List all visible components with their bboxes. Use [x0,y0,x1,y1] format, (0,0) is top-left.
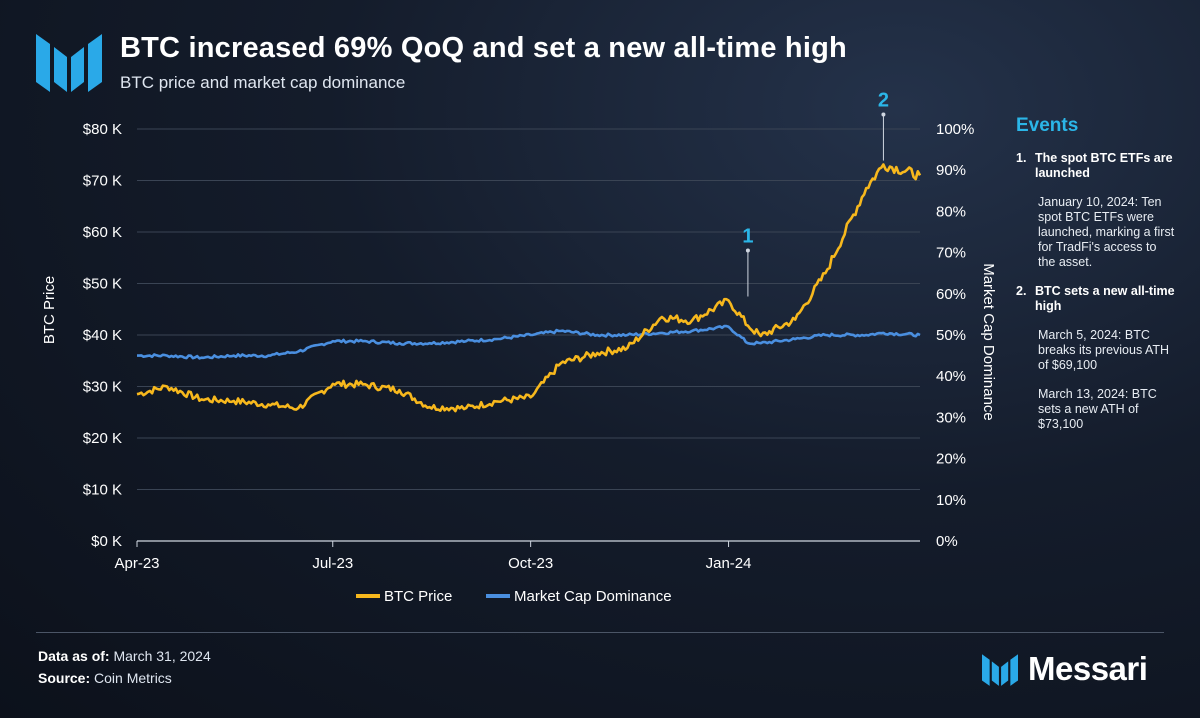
legend-price-label: BTC Price [384,588,452,605]
source-label: Source: [38,670,91,686]
right-axis-ticks: 0% 10% 20% 30% 40% 50% 60% 70% 80% 90% 100% [936,121,974,550]
event-description: March 13, 2024: BTC sets a new ATH of $7… [1038,387,1157,431]
price-series-line [136,163,922,413]
right-tick-label: 50% [936,327,966,344]
annotations: 12 [742,90,889,297]
annotation-dot [745,248,750,253]
footer-divider [36,632,1164,633]
left-axis-label: BTC Price [41,276,58,344]
right-tick-label: 60% [936,286,966,303]
annotation-marker: 1 [742,225,753,247]
right-tick-label: 70% [936,245,966,262]
event-item-1-title: 1. The spot BTC ETFs are launched [1016,151,1176,181]
event-number: 1. [1016,151,1027,165]
left-tick-label: $50 K [83,276,122,293]
page-subtitle: BTC price and market cap dominance [120,73,406,92]
event-title: BTC sets a new all-time high [1035,284,1175,313]
x-tick-label: Apr-23 [114,555,159,572]
right-tick-label: 30% [936,409,966,426]
right-tick-label: 90% [936,162,966,179]
grid-lines [137,128,920,542]
x-axis-ticks: Apr-23 Jul-23 Oct-23 Jan-24 [114,541,751,572]
x-tick-label: Jul-23 [312,555,353,572]
data-as-of: Data as of: March 31, 2024 [38,648,211,664]
source-value: Coin Metrics [94,670,172,686]
right-tick-label: 100% [936,121,974,138]
messari-brand-icon [982,654,1018,686]
series-lines [136,163,922,413]
data-as-of-value: March 31, 2024 [113,648,211,664]
left-tick-label: $20 K [83,430,122,447]
left-tick-label: $80 K [83,121,122,138]
right-axis-label: Market Cap Dominance [980,263,997,421]
annotation-dot [881,112,886,117]
brand-name: Messari [1028,650,1148,687]
right-tick-label: 40% [936,368,966,385]
legend-dominance-label: Market Cap Dominance [514,588,672,605]
annotation-marker: 2 [878,90,889,112]
right-tick-label: 80% [936,203,966,220]
brand-mark: Messari [982,650,1148,688]
dominance-series-line [137,324,921,360]
event-title: The spot BTC ETFs are launched [1035,151,1173,180]
left-tick-label: $70 K [83,173,122,190]
right-tick-label: 20% [936,451,966,468]
events-panel: Events 1. The spot BTC ETFs are launched… [1016,115,1176,446]
left-axis-ticks: $0 K $10 K $20 K $30 K $40 K $50 K $60 K $70 K $… [83,121,122,550]
right-tick-label: 0% [936,533,958,550]
left-tick-label: $10 K [83,482,122,499]
page-title: BTC increased 69% QoQ and set a new all-… [120,32,847,64]
left-tick-label: $30 K [83,379,122,396]
event-number: 2. [1016,284,1027,298]
x-tick-label: Oct-23 [508,555,553,572]
event-description: January 10, 2024: Ten spot BTC ETFs were… [1038,195,1175,269]
data-as-of-label: Data as of: [38,648,110,664]
x-tick-label: Jan-24 [706,555,752,572]
right-tick-label: 10% [936,492,966,509]
left-tick-label: $60 K [83,224,122,241]
events-heading: Events [1016,115,1079,136]
left-tick-label: $40 K [83,327,122,344]
event-item-2-title: 2. BTC sets a new all-time high [1016,284,1176,314]
left-tick-label: $0 K [91,533,122,550]
chart-legend: BTC Price Market Cap Dominance [356,588,672,605]
event-description: March 5, 2024: BTC breaks its previous A… [1038,328,1170,372]
source-line: Source: Coin Metrics [38,670,172,686]
messari-logo-icon [36,34,102,92]
